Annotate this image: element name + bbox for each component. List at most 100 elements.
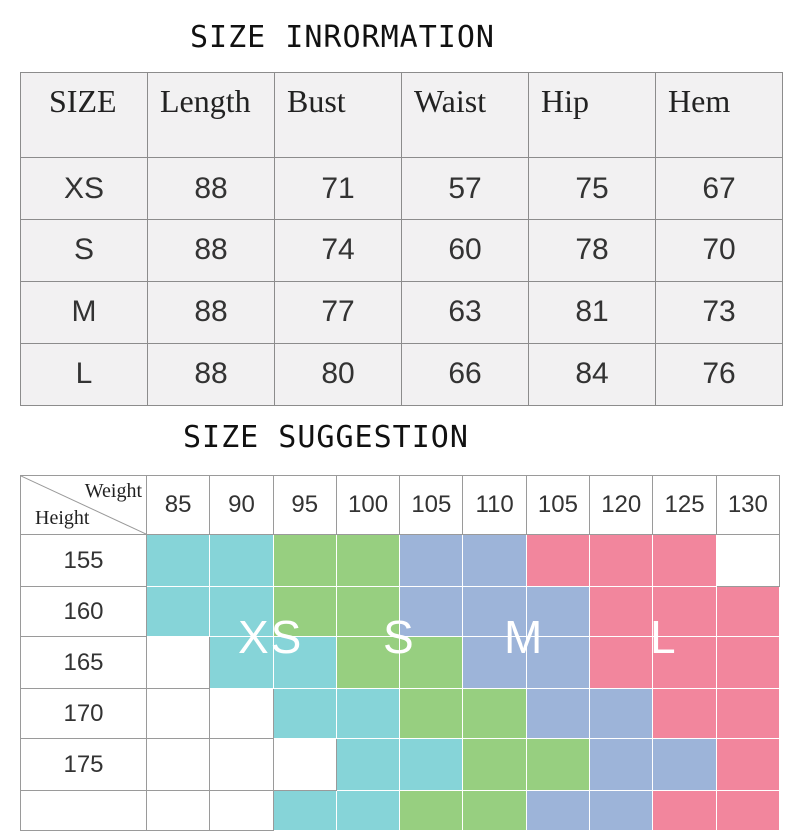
waist-cell: 57 bbox=[401, 157, 529, 220]
header-hip: Hip bbox=[528, 71, 656, 159]
size-grid-cell bbox=[525, 790, 591, 831]
size-grid-cell bbox=[715, 586, 781, 637]
size-suggestion-grid: Weight Height 85 90 95 100 105 110 105 1… bbox=[20, 475, 781, 831]
size-grid-cell bbox=[209, 586, 274, 637]
size-suggestion-title: SIZE SUGGESTION bbox=[183, 420, 469, 455]
table-row: M 88 77 63 81 73 bbox=[20, 280, 783, 344]
weight-axis-label: Weight bbox=[84, 480, 142, 502]
size-grid-cell bbox=[462, 534, 527, 587]
size-grid-cell bbox=[209, 790, 274, 831]
size-grid-cell bbox=[209, 688, 274, 739]
size-grid-cell bbox=[589, 586, 654, 637]
size-grid-cell bbox=[272, 790, 337, 831]
size-grid-cell bbox=[462, 738, 527, 791]
size-grid-cell bbox=[462, 790, 527, 831]
hip-cell: 78 bbox=[528, 219, 656, 282]
size-grid-cell bbox=[652, 688, 717, 739]
size-grid-cell bbox=[652, 738, 717, 791]
weight-cell: 95 bbox=[272, 475, 337, 535]
bust-cell: 71 bbox=[274, 157, 402, 220]
size-grid-cell bbox=[525, 636, 591, 689]
hem-cell: 67 bbox=[655, 157, 783, 220]
weight-cell: 85 bbox=[145, 475, 211, 535]
height-row: 175 bbox=[20, 738, 781, 791]
hem-cell: 70 bbox=[655, 219, 783, 282]
hem-cell: 76 bbox=[655, 342, 783, 407]
size-grid-cell bbox=[462, 586, 527, 637]
weight-cell: 105 bbox=[525, 475, 591, 535]
hip-cell: 81 bbox=[528, 280, 656, 344]
size-cell: M bbox=[20, 280, 148, 344]
weight-cell: 105 bbox=[399, 475, 464, 535]
size-grid-cell bbox=[335, 688, 401, 739]
table-row: L 88 80 66 84 76 bbox=[20, 342, 783, 407]
size-grid-cell bbox=[399, 586, 464, 637]
size-grid-cell bbox=[652, 534, 717, 587]
corner-cell: Weight Height bbox=[20, 475, 147, 535]
table-row: S 88 74 60 78 70 bbox=[20, 219, 783, 282]
size-grid-cell bbox=[462, 636, 527, 689]
size-grid-cell bbox=[525, 738, 591, 791]
size-label-m: M bbox=[504, 611, 545, 663]
length-cell: 88 bbox=[147, 342, 275, 407]
table-header-row: SIZE Length Bust Waist Hip Hem bbox=[20, 71, 783, 159]
size-grid-cell bbox=[145, 688, 211, 739]
length-cell: 88 bbox=[147, 280, 275, 344]
size-grid-cell bbox=[715, 790, 781, 831]
size-grid-cell bbox=[525, 688, 591, 739]
height-cell: 170 bbox=[20, 688, 147, 739]
size-grid-cell bbox=[335, 738, 401, 791]
size-grid-cell bbox=[589, 738, 654, 791]
height-axis-label: Height bbox=[35, 507, 90, 529]
size-grid-cell bbox=[209, 738, 274, 791]
weight-cell: 120 bbox=[589, 475, 654, 535]
height-cell bbox=[20, 790, 147, 831]
size-grid-cell bbox=[399, 534, 464, 587]
size-label-xs: XS bbox=[238, 611, 304, 663]
size-information-title: SIZE INRORMATION bbox=[190, 20, 495, 55]
size-grid-cell bbox=[715, 534, 781, 587]
size-grid-cell bbox=[462, 688, 527, 739]
size-grid-cell bbox=[652, 790, 717, 831]
size-cell: L bbox=[20, 342, 148, 407]
size-grid-cell bbox=[715, 636, 781, 689]
waist-cell: 63 bbox=[401, 280, 529, 344]
size-grid-cell bbox=[399, 738, 464, 791]
diagonal-divider bbox=[21, 476, 146, 534]
hip-cell: 84 bbox=[528, 342, 656, 407]
weight-cell: 130 bbox=[715, 475, 781, 535]
header-length: Length bbox=[147, 71, 275, 159]
size-grid-cell bbox=[272, 534, 337, 587]
weight-cell: 90 bbox=[209, 475, 274, 535]
size-grid-cell bbox=[145, 586, 211, 637]
size-grid-cell bbox=[145, 534, 211, 587]
size-grid-cell bbox=[399, 790, 464, 831]
height-cell: 165 bbox=[20, 636, 147, 689]
height-row: 165 bbox=[20, 636, 781, 689]
height-row: 160 bbox=[20, 586, 781, 637]
size-label-l: L bbox=[650, 611, 678, 663]
height-row: 155 bbox=[20, 534, 781, 587]
weight-cell: 110 bbox=[462, 475, 527, 535]
size-grid-cell bbox=[525, 586, 591, 637]
size-grid-cell bbox=[399, 688, 464, 739]
size-grid-cell bbox=[272, 688, 337, 739]
size-cell: XS bbox=[20, 157, 148, 220]
size-grid-cell bbox=[335, 790, 401, 831]
height-cell: 160 bbox=[20, 586, 147, 637]
size-grid-cell bbox=[652, 636, 717, 689]
header-hem: Hem bbox=[655, 71, 783, 159]
hem-cell: 73 bbox=[655, 280, 783, 344]
weight-header-row: Weight Height 85 90 95 100 105 110 105 1… bbox=[20, 475, 781, 535]
waist-cell: 60 bbox=[401, 219, 529, 282]
waist-cell: 66 bbox=[401, 342, 529, 407]
size-grid-cell bbox=[272, 738, 337, 791]
size-grid-cell bbox=[272, 636, 337, 689]
height-cell: 155 bbox=[20, 534, 147, 587]
height-row bbox=[20, 790, 781, 831]
size-grid-cell bbox=[209, 636, 274, 689]
size-label-s: S bbox=[383, 611, 416, 663]
size-grid-cell bbox=[589, 636, 654, 689]
size-grid-cell bbox=[145, 790, 211, 831]
size-grid-cell bbox=[589, 534, 654, 587]
